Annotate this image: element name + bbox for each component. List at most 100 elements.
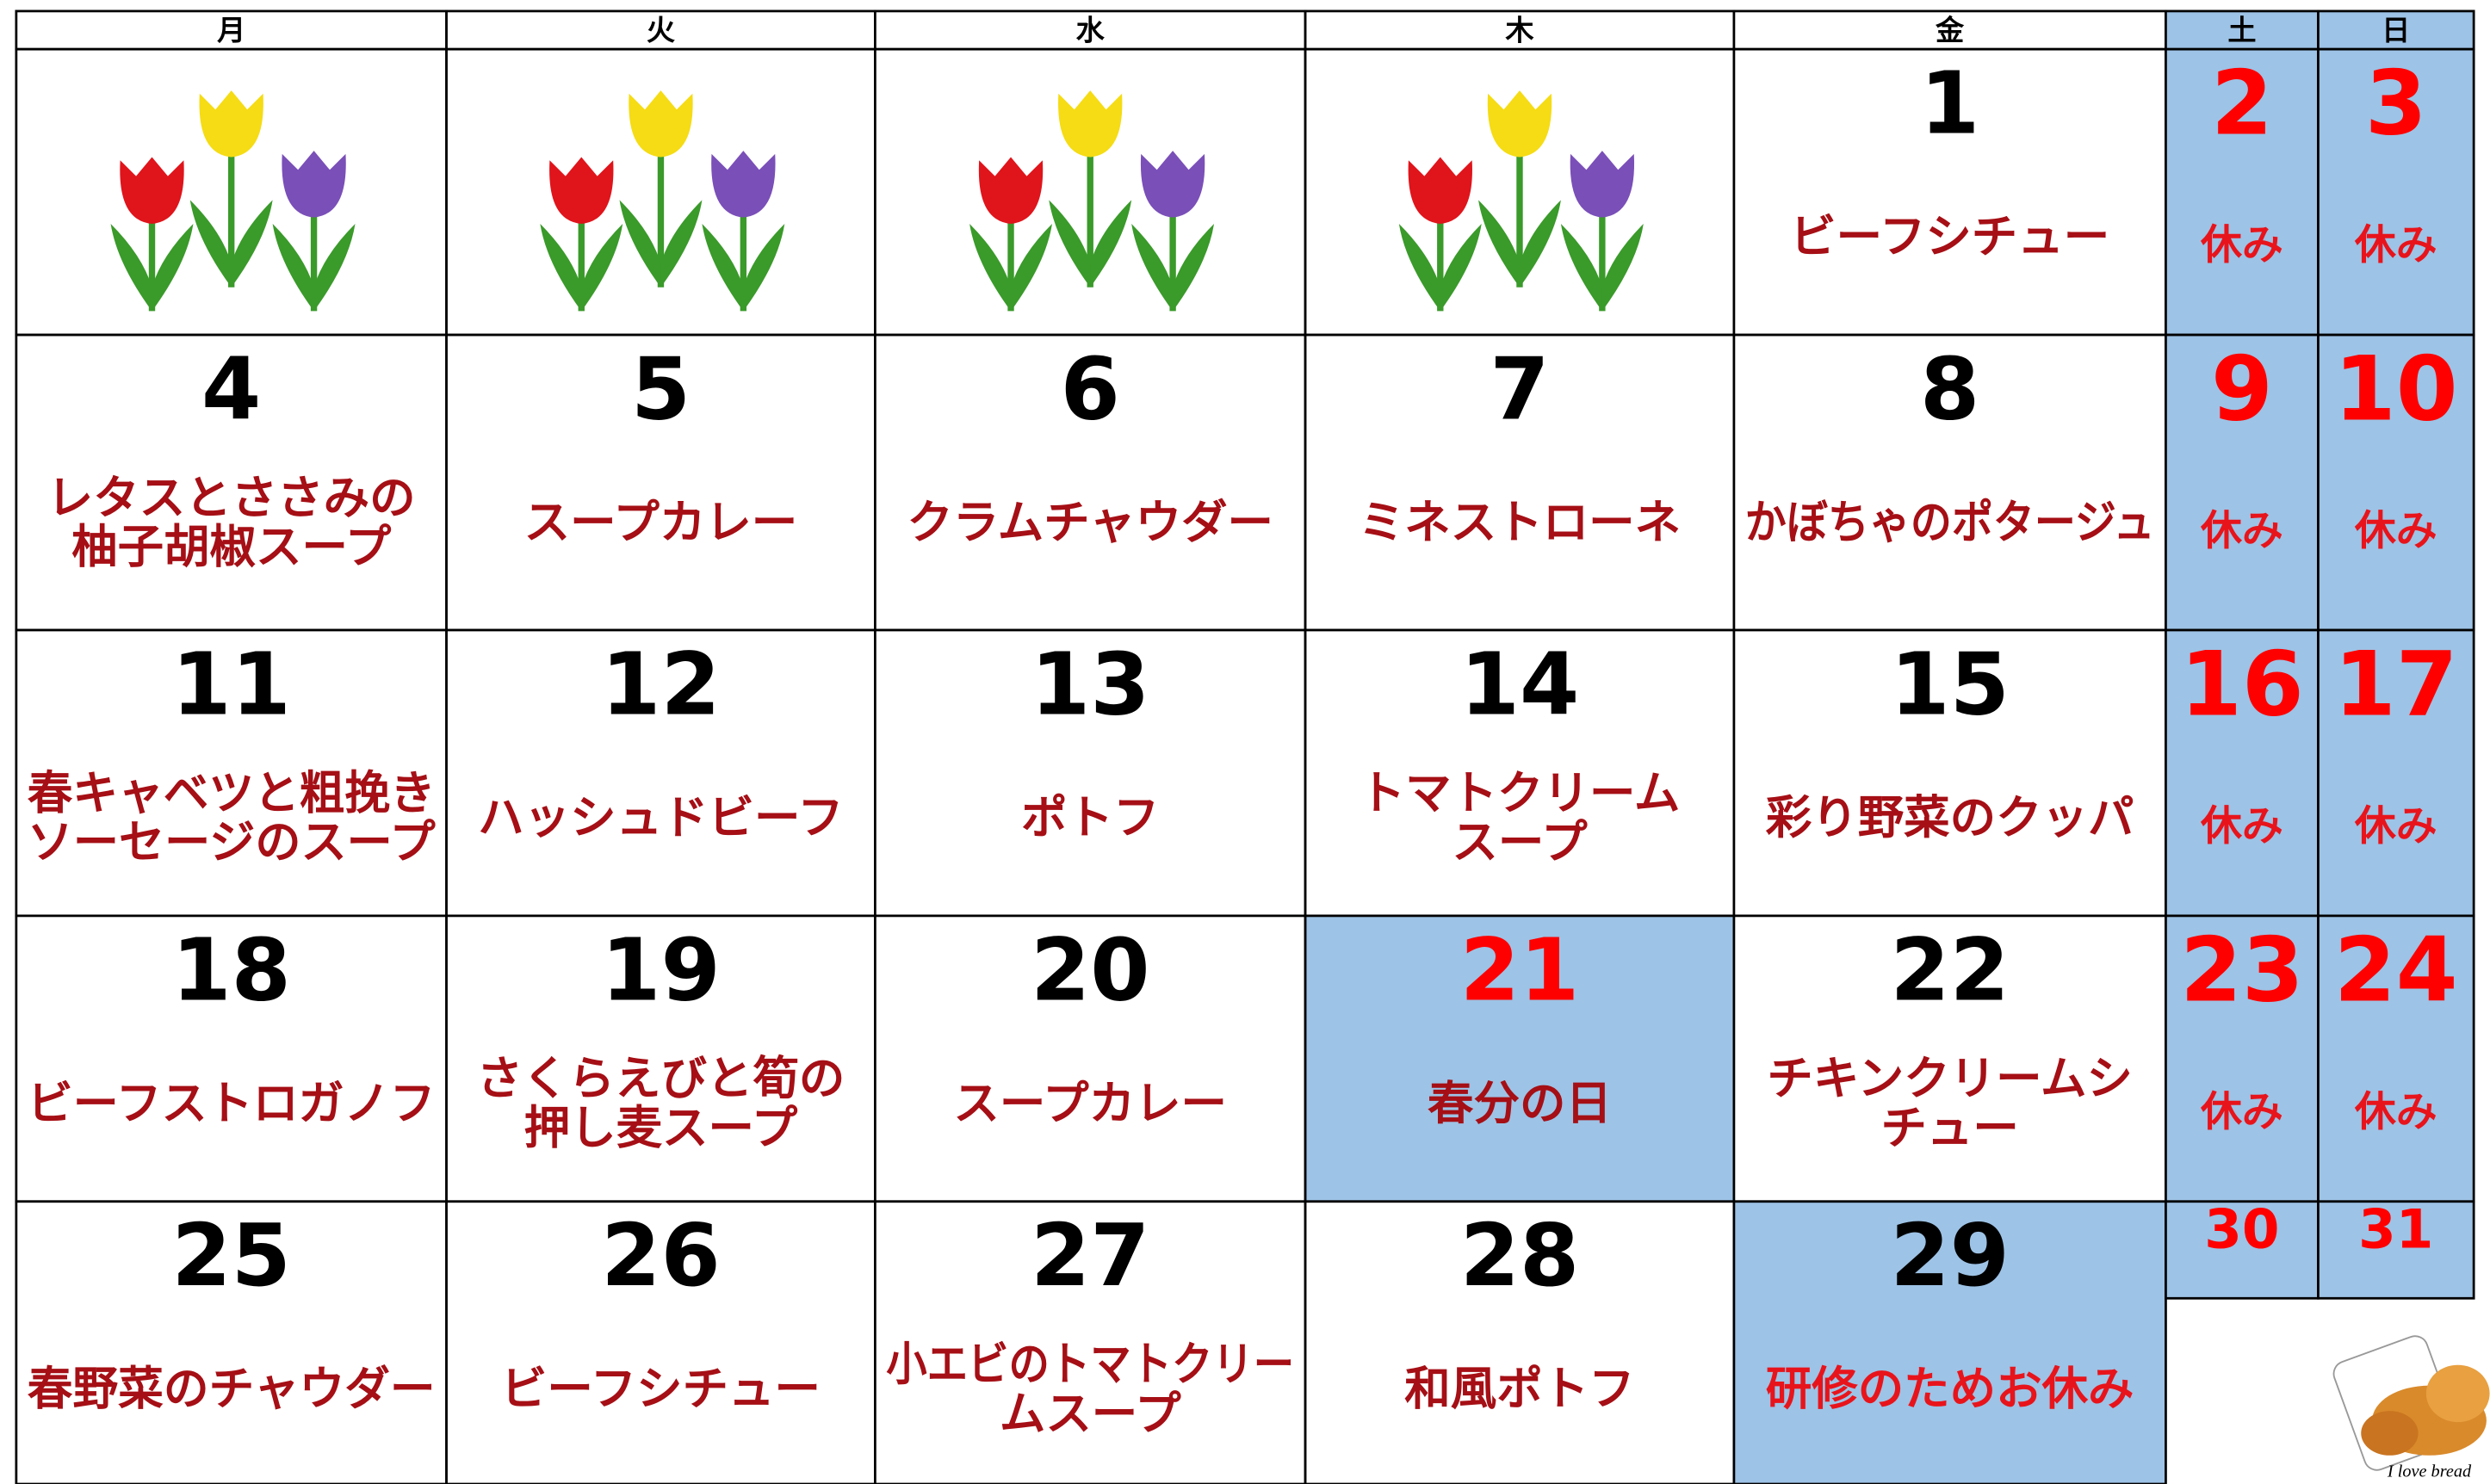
day-cell [1732,47,2167,337]
day-cell [1732,333,2167,632]
day-number: 18 [171,921,291,1020]
day-number: 2 [2211,53,2273,156]
menu-text: ハッシュドビーフ [478,790,844,844]
day-cell [2317,628,2475,918]
tulip-flower [629,90,693,158]
tulip-leaf [110,223,152,312]
tulip-flower [1058,90,1123,158]
menu-text: 休み [2200,222,2283,269]
menu-text: チュー [1880,1100,2018,1154]
tulip-flower [1570,151,1635,218]
day-number: 15 [1890,635,2010,734]
menu-text: 休み [2200,1088,2283,1135]
menu-text: レタスとささみの [47,470,416,524]
day-cell [1304,1200,1736,1484]
header-day: 木 [1504,13,1534,46]
menu-text: スープカレー [953,1076,1227,1130]
grid [15,9,2475,1484]
day-cell [15,1200,448,1484]
menu-text: 小エビのトマトクリー [886,1337,1294,1391]
tulip-leaf [272,223,314,312]
menu-text: トマトクリーム [1360,765,1681,819]
day-cell [15,333,448,632]
menu-text: 押し麦スープ [524,1100,798,1154]
tulip-flower [1408,157,1472,224]
day-cell [2317,333,2475,632]
menu-text: 休み [2354,222,2437,269]
day-number: 23 [2180,918,2304,1022]
menu-text: ムスープ [1000,1386,1181,1440]
tulip-leaf [189,200,232,288]
day-number: 10 [2334,337,2458,441]
tulip-flower [1140,151,1205,218]
menu-text: 休み [2354,1088,2437,1135]
day-number: 17 [2334,633,2458,736]
tulip-leaf [1090,200,1132,288]
header-day: 日 [2382,13,2410,46]
tulip-leaf [313,223,356,312]
menu-text: 柚子胡椒スープ [71,520,392,574]
tulip-leaf [1601,223,1644,312]
day-number: 20 [1031,921,1150,1020]
day-number: 7 [1490,340,1549,439]
day-cell [2165,333,2320,632]
day-number: 1 [1920,55,1979,154]
tulip-flower [978,157,1044,224]
day-cell [2165,628,2320,918]
menu-text: 彩り野菜のクッパ [1766,790,2134,844]
day-cell [2317,1200,2475,1300]
menu-text: クラムチャウダー [907,495,1273,549]
tulip-leaf [743,223,785,312]
day-number: 12 [601,635,721,734]
day-number: 3 [2365,53,2427,156]
menu-text: ポトフ [1021,790,1159,844]
day-cell [874,914,1307,1203]
menu-text: ビーフシチュー [1790,209,2109,263]
day-cell [445,1200,876,1484]
menu-text: さくらえびと筍の [477,1051,845,1105]
tulip-leaf [1049,200,1091,288]
tulip-leaf [1131,223,1174,312]
day-cell [2165,47,2320,337]
header-day: 水 [1076,13,1106,46]
day-number: 28 [1460,1207,1580,1306]
header-day: 月 [217,13,245,46]
day-number: 29 [1890,1207,2010,1306]
tulip-flower [120,157,184,224]
day-number: 6 [1061,340,1120,439]
day-cell [1304,628,1736,918]
menu-text: 春分の日 [1428,1076,1612,1130]
tulip-leaf [1519,200,1561,288]
day-cell [2165,1200,2320,1300]
tulip-leaf [1560,223,1602,312]
menu-text: 休み [2354,802,2437,850]
header-day: 火 [647,13,675,46]
tulip-flower [549,157,614,224]
day-number: 26 [601,1207,721,1306]
day-number: 19 [601,921,721,1020]
menu-text: チキンクリームシ [1767,1051,2133,1105]
day-cell [874,333,1307,632]
day-number: 13 [1031,635,1150,734]
day-number: 24 [2334,918,2458,1022]
day-number: 30 [2204,1198,2279,1261]
day-number: 4 [201,340,261,439]
tulip-leaf [231,200,273,288]
tulip-flower [199,90,263,158]
day-cell [1732,1200,2167,1484]
header-cell [2165,9,2320,51]
tulip-leaf [702,223,744,312]
menu-text: 春野菜のチャウダー [28,1362,436,1416]
day-cell [445,628,876,918]
tulip-leaf [969,223,1012,312]
day-number: 9 [2211,337,2273,441]
day-number: 16 [2180,633,2304,736]
day-number: 8 [1920,340,1979,439]
tulip-flower [282,151,346,218]
menu-text: 休み [2200,802,2283,850]
tulip-leaf [660,200,703,288]
menu-text: ビーフシチュー [501,1362,821,1416]
day-number: 11 [171,635,291,734]
tulip-leaf [1440,223,1482,312]
